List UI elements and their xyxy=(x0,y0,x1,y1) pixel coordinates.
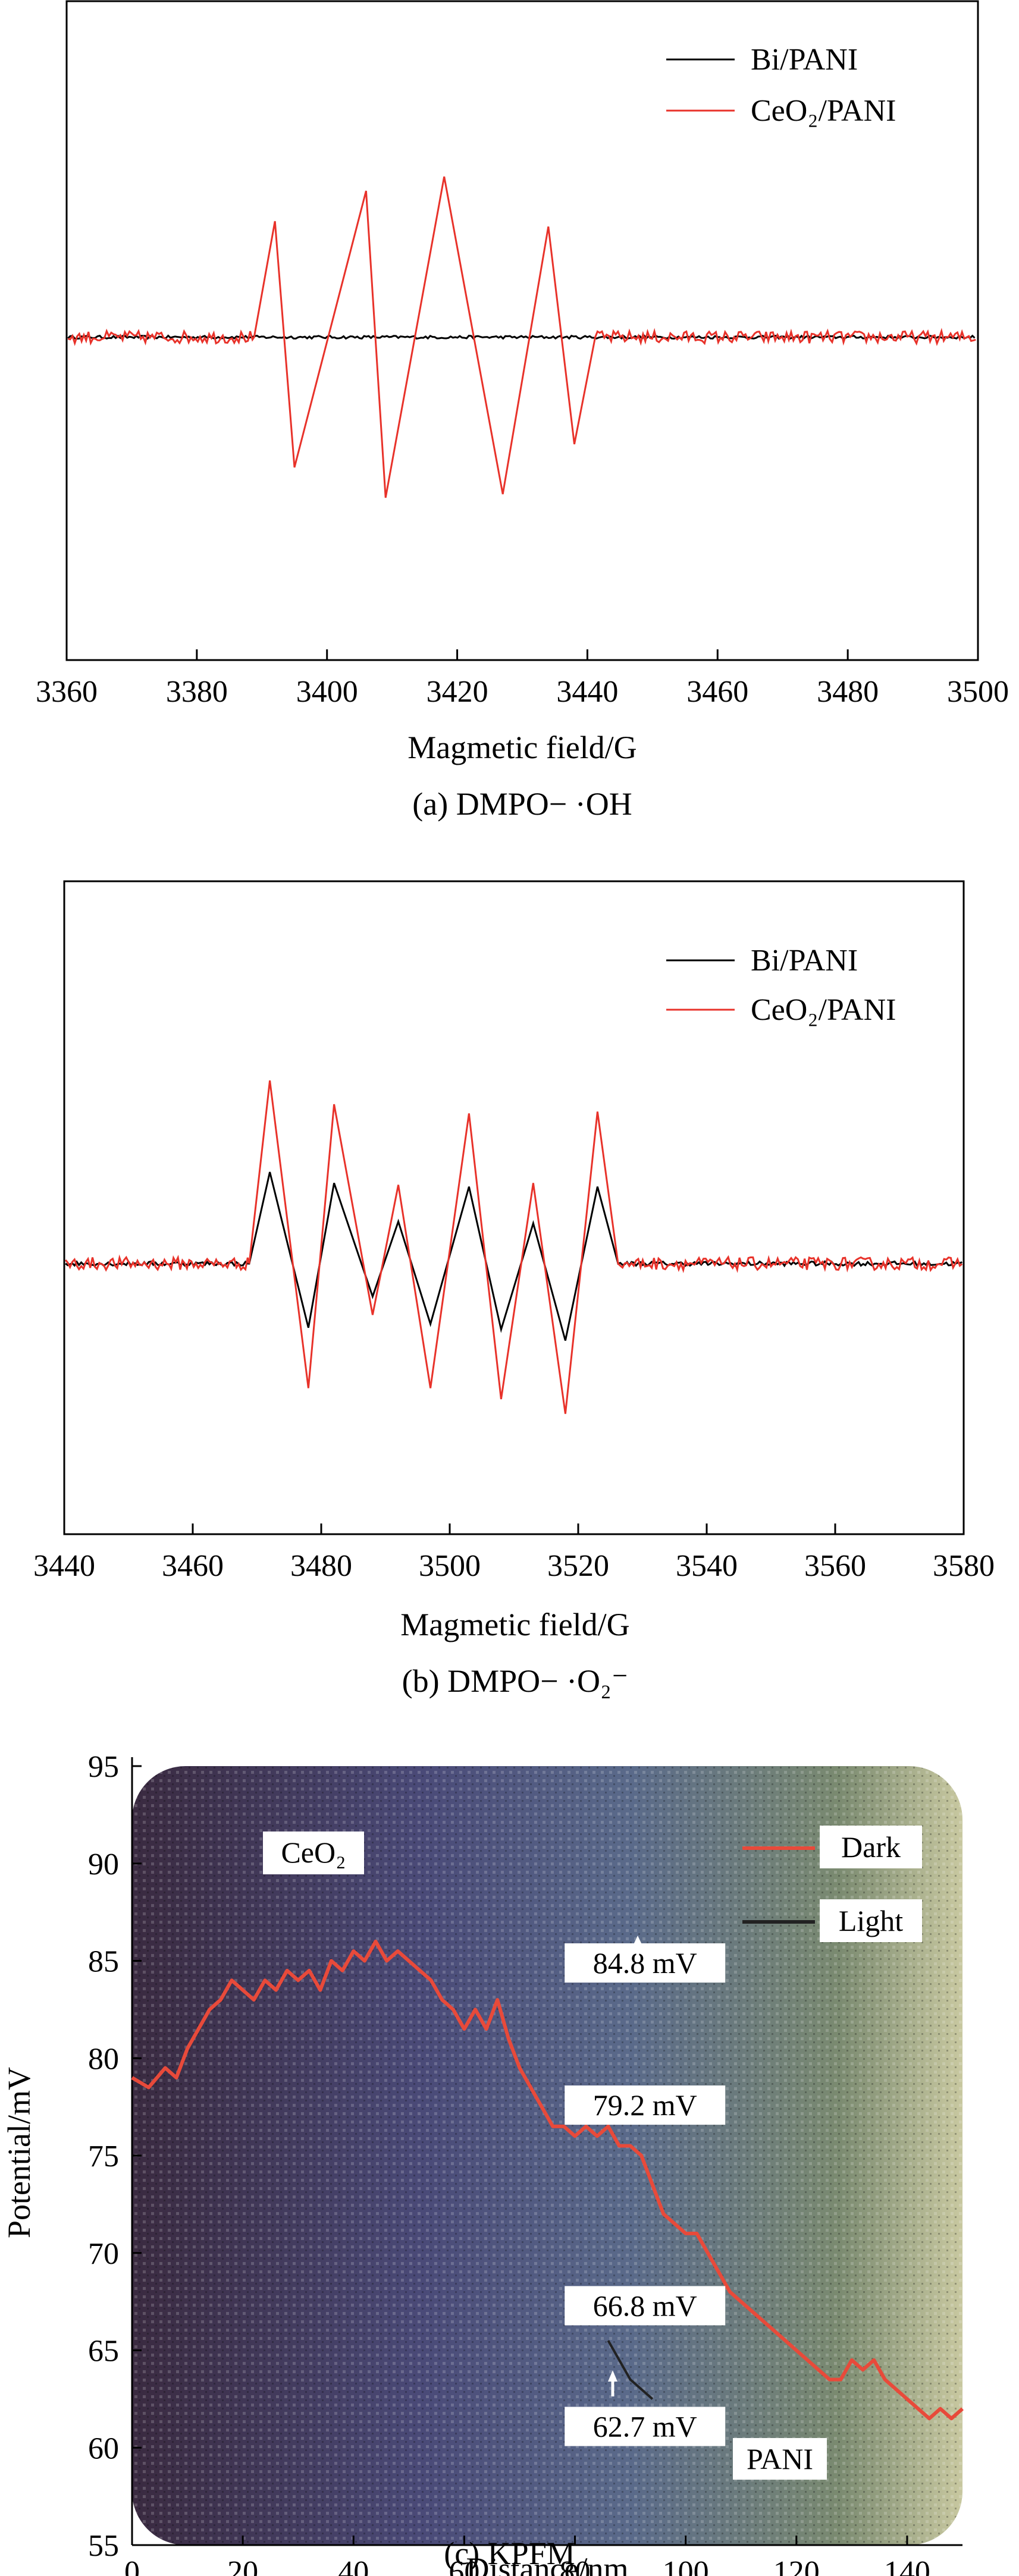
x-tick-label: 3540 xyxy=(676,1549,738,1583)
x-ticks-a: 3360 3380 3400 3420 3440 3460 3480 3500 xyxy=(36,649,1009,709)
x-tick-label: 3460 xyxy=(686,675,748,709)
potential-annotation-box xyxy=(565,1943,726,1983)
legend-label-ceo2-pani-a: CeO₂/PANI xyxy=(751,94,896,128)
legend-label-dark: Dark xyxy=(841,1830,901,1864)
x-tick-label: 3580 xyxy=(933,1549,995,1583)
panel-a-epr-dmpo-oh: 3360 3380 3400 3420 3440 3460 3480 3500 Bi/PANI… xyxy=(0,0,1019,833)
legend-label-bi-pani-b: Bi/PANI xyxy=(751,944,858,978)
y-tick-label: 60 xyxy=(88,2432,119,2465)
kpfm-line-dark xyxy=(131,1939,964,2421)
x-tick-label: 40 xyxy=(338,2555,369,2576)
caption-b: (b) DMPO− ·O₂⁻ xyxy=(402,1663,629,1699)
y-tick-label: 85 xyxy=(88,1945,119,1979)
x-tick-label: 3500 xyxy=(419,1549,481,1583)
region-label-box-pani xyxy=(733,2438,827,2480)
caption-a: (a) DMPO− ·OH xyxy=(412,786,632,822)
series-group-a xyxy=(67,176,976,498)
legend-box-dark xyxy=(820,1826,922,1868)
x-tick-label: 3400 xyxy=(296,675,358,709)
series-group-c xyxy=(131,1939,964,2421)
x-tick-label: 3360 xyxy=(36,675,98,709)
x-tick-label: 60 xyxy=(449,2555,479,2576)
x-tick-label: 0 xyxy=(124,2555,140,2576)
series-group-b xyxy=(65,1080,963,1414)
y-tick-label: 55 xyxy=(88,2529,119,2563)
x-tick-label: 3500 xyxy=(947,675,1009,709)
y-tick-label: 80 xyxy=(88,2042,119,2076)
legend-box-light xyxy=(820,1899,922,1942)
legend-label-bi-pani-a: Bi/PANI xyxy=(751,43,858,77)
x-tick-label: 140 xyxy=(884,2555,930,2576)
x-tick-label: 3480 xyxy=(290,1549,352,1583)
y-tick-label: 70 xyxy=(88,2237,119,2271)
x-tick-label: 80 xyxy=(560,2555,591,2576)
y-tick-label: 90 xyxy=(88,1848,119,1881)
x-axis-label-c: Distance/nm xyxy=(466,2551,629,2576)
series-line-ceo-pani xyxy=(65,1080,963,1414)
x-tick-label: 3560 xyxy=(804,1549,866,1583)
potential-annotation-label: 84.8 mV xyxy=(593,1946,697,1980)
potential-annotation-label: 66.8 mV xyxy=(593,2289,697,2322)
x-tick-label: 3520 xyxy=(547,1549,609,1583)
chart-c-svg: 0 20 40 60 80 100 120 140 55 60 65 70 75 80 85 90 95 CeO… xyxy=(1,1750,964,2576)
potential-annotation-box xyxy=(565,2286,726,2326)
legend-label-light: Light xyxy=(839,1904,903,1937)
kpfm-image-texture xyxy=(132,1766,962,2545)
potential-annotation-label: 79.2 mV xyxy=(593,2088,697,2122)
arrow-up-1 xyxy=(633,1936,642,1956)
chart-b-svg: 3440 3460 3480 3500 3520 3540 3560 3580 Bi/PANI… xyxy=(33,880,995,1699)
x-axis-label-a: Magmetic field/G xyxy=(407,730,637,765)
x-tick-label: 3460 xyxy=(162,1549,224,1583)
x-ticks-b: 3440 3460 3480 3500 3520 3540 3560 3580 xyxy=(33,1523,995,1583)
x-tick-label: 20 xyxy=(227,2555,258,2576)
potential-annotation-box xyxy=(565,2407,726,2446)
potential-annotations: 84.8 mV 79.2 mV 66.8 mV 62.7 mV xyxy=(565,1943,726,2446)
x-tick-label: 3420 xyxy=(427,675,488,709)
region-label-pani: PANI xyxy=(747,2442,813,2476)
panel-c-kpfm: 0 20 40 60 80 100 120 140 55 60 65 70 75 80 85 90 95 CeO… xyxy=(0,1736,1019,2576)
x-tick-label: 3380 xyxy=(166,675,228,709)
plot-frame-b xyxy=(63,880,965,1535)
panel-b-epr-dmpo-o2: 3440 3460 3480 3500 3520 3540 3560 3580 Bi/PANI… xyxy=(0,874,1019,1719)
y-axis-label-c: Potential/mV xyxy=(1,2067,37,2238)
region-label-box-ceo2 xyxy=(263,1832,364,1874)
y-tick-label: 75 xyxy=(88,2140,119,2173)
potential-annotation-label: 62.7 mV xyxy=(593,2410,697,2443)
series-line-ceo-pani xyxy=(67,176,976,498)
x-tick-label: 3440 xyxy=(33,1549,95,1583)
series-line-bi-pani xyxy=(67,334,976,340)
axis-ticks-c: 0 20 40 60 80 100 120 140 55 60 65 70 75 80 85 90 95 xyxy=(88,1750,930,2576)
y-tick-label: 65 xyxy=(88,2335,119,2368)
y-tick-label: 95 xyxy=(88,1750,119,1784)
chart-a-svg: 3360 3380 3400 3420 3440 3460 3480 3500 Bi/PANI… xyxy=(36,0,1009,822)
arrow-up-2 xyxy=(608,2370,617,2396)
x-tick-label: 100 xyxy=(663,2555,709,2576)
x-axis-label-b: Magmetic field/G xyxy=(400,1607,629,1642)
caption-c: (c) KPFM xyxy=(444,2536,575,2571)
potential-annotation-box xyxy=(565,2085,726,2125)
legend-label-ceo2-pani-b: CeO₂/PANI xyxy=(751,993,896,1027)
x-tick-label: 3480 xyxy=(817,675,879,709)
kpfm-line-light xyxy=(607,2340,654,2400)
x-tick-label: 3440 xyxy=(556,675,618,709)
plot-frame-a xyxy=(65,0,979,661)
x-tick-label: 120 xyxy=(773,2555,820,2576)
region-label-ceo2: CeO₂ xyxy=(281,1836,346,1869)
